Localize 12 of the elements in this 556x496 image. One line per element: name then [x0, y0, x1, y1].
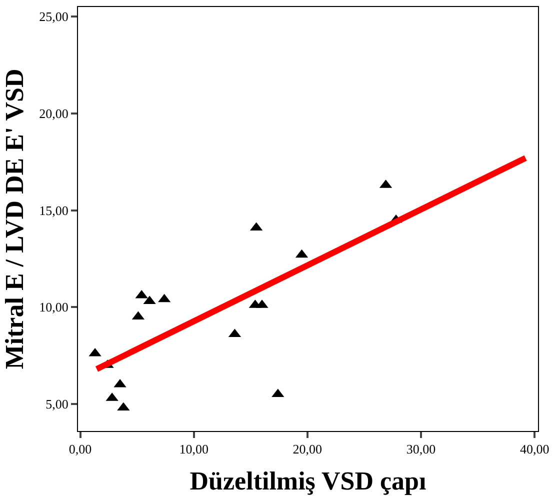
- x-tick-label: 40,00: [520, 442, 550, 457]
- y-tick-label: 15,00: [39, 202, 68, 218]
- y-tick-label: 20,00: [39, 106, 68, 122]
- y-tick-label: 25,00: [39, 9, 68, 24]
- x-axis-title: Düzeltilmiş VSD çapı: [190, 466, 426, 496]
- y-tick-label: 5,00: [46, 396, 68, 412]
- x-tick-label: 10,00: [179, 442, 208, 457]
- x-tick-label: 30,00: [406, 442, 436, 457]
- x-tick-label: 0,00: [68, 442, 92, 457]
- x-tick-label: 20,00: [292, 442, 322, 457]
- y-tick-label: 10,00: [39, 300, 68, 315]
- y-axis-title: Mitral E / LVD DE E' VSD: [0, 68, 29, 370]
